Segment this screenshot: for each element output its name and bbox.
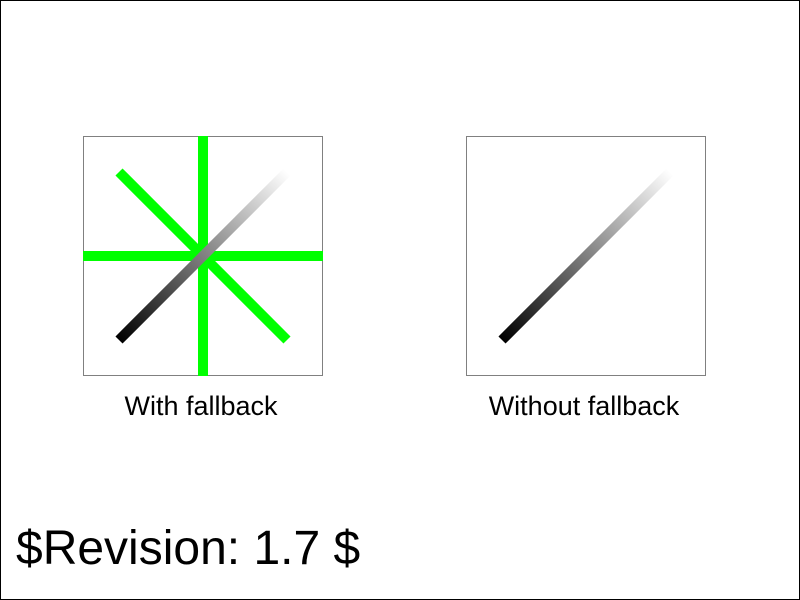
- gradient-diagonal-line: [498, 168, 674, 344]
- no-fallback-panel: [466, 136, 706, 376]
- fallback-panel: [83, 136, 323, 376]
- no-fallback-panel-graphic: [466, 136, 706, 376]
- no-fallback-caption: Without fallback: [488, 391, 680, 421]
- fallback-panel-graphic: [83, 136, 323, 376]
- gradient-diagonal-line: [115, 168, 291, 344]
- revision-label: $Revision: 1.7 $: [16, 522, 361, 575]
- fallback-caption: With fallback: [124, 391, 278, 421]
